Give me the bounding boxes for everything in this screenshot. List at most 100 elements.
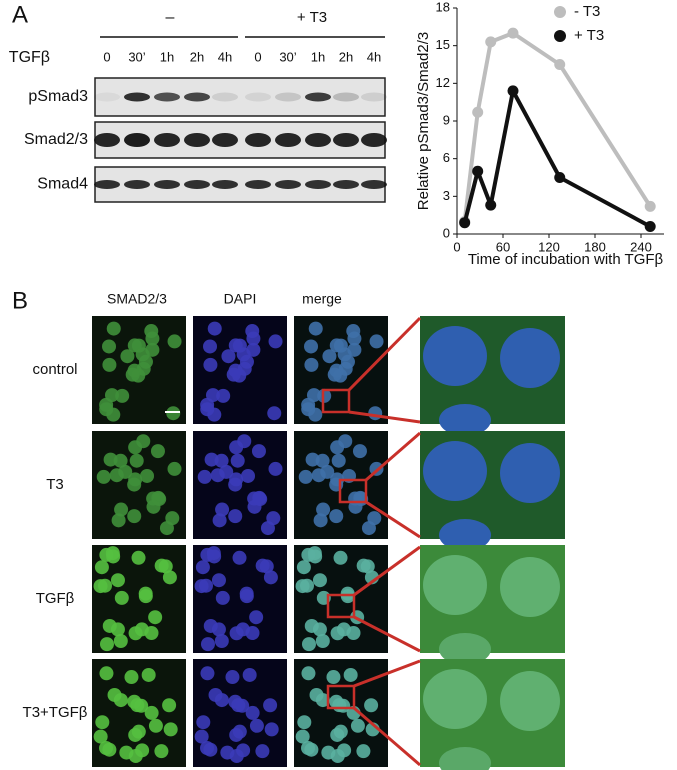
cell <box>200 637 215 652</box>
cell <box>232 550 247 565</box>
cell <box>141 667 156 682</box>
cell <box>255 744 270 759</box>
band <box>94 92 120 102</box>
cell <box>337 347 352 362</box>
cell <box>367 511 382 526</box>
band <box>245 133 271 147</box>
row-label: Smad2/3 <box>24 131 88 148</box>
cell <box>211 573 226 588</box>
zoom-line <box>353 706 421 767</box>
cell <box>200 666 215 681</box>
data-point <box>459 217 471 229</box>
nucleus <box>439 404 491 436</box>
cell <box>350 718 365 733</box>
cell <box>301 402 316 417</box>
x-tick-label: 180 <box>584 239 606 254</box>
cell <box>120 349 135 364</box>
band <box>184 180 210 189</box>
cell <box>347 331 362 346</box>
cell <box>136 434 151 449</box>
column-label: merge <box>302 291 342 307</box>
cell <box>336 698 351 713</box>
cell <box>144 705 159 720</box>
cell <box>296 560 311 575</box>
band <box>184 92 210 102</box>
cell <box>110 622 125 637</box>
cell <box>331 453 346 468</box>
x-tick-label: 60 <box>496 239 510 254</box>
data-point <box>472 106 484 118</box>
cell <box>166 406 181 421</box>
cell <box>131 724 146 739</box>
timepoint-label: 2h <box>339 49 353 64</box>
y-tick-label: 15 <box>436 37 450 52</box>
cell <box>148 718 163 733</box>
cell <box>96 469 111 484</box>
cell <box>364 698 379 713</box>
column-label: DAPI <box>224 291 257 307</box>
cell <box>333 550 348 565</box>
group-label: + T3 <box>297 9 327 26</box>
cell <box>215 590 230 605</box>
cell <box>313 513 328 528</box>
legend-marker <box>554 6 566 18</box>
cell <box>110 573 125 588</box>
cell <box>356 558 371 573</box>
nucleus <box>423 441 487 501</box>
cell <box>226 367 241 382</box>
cell <box>113 453 128 468</box>
cell <box>235 622 250 637</box>
cell <box>264 722 279 737</box>
cell <box>333 724 348 739</box>
cell <box>203 339 218 354</box>
cell <box>249 718 264 733</box>
band <box>124 180 150 189</box>
cell <box>146 499 161 514</box>
band <box>305 133 331 147</box>
band <box>245 180 271 189</box>
band <box>275 92 301 102</box>
row-label: TGFβ <box>36 590 75 607</box>
cell <box>242 667 257 682</box>
column-label: SMAD2/3 <box>107 291 167 307</box>
cell <box>197 469 212 484</box>
y-tick-label: 0 <box>443 225 450 240</box>
nucleus <box>500 328 560 388</box>
cell <box>165 511 180 526</box>
cell <box>352 444 367 459</box>
zoom-line <box>348 410 421 424</box>
band <box>333 92 359 102</box>
cell <box>127 509 142 524</box>
cell <box>308 321 323 336</box>
cell <box>221 349 236 364</box>
cell <box>267 406 282 421</box>
data-point <box>485 36 497 48</box>
timepoint-label: 30’ <box>279 49 296 64</box>
cell <box>99 637 114 652</box>
y-tick-label: 6 <box>443 150 450 165</box>
band <box>184 133 210 147</box>
nucleus <box>500 671 560 731</box>
x-tick-label: 120 <box>538 239 560 254</box>
cell <box>312 622 327 637</box>
cell <box>237 434 252 449</box>
cell <box>301 666 316 681</box>
cell <box>129 453 144 468</box>
zoom-line <box>353 659 421 688</box>
cell <box>107 687 122 702</box>
cell <box>138 589 153 604</box>
cell <box>124 670 139 685</box>
cell <box>167 461 182 476</box>
zoom-box <box>338 478 368 504</box>
cell <box>329 509 344 524</box>
timepoint-label: 1h <box>311 49 325 64</box>
cell <box>135 347 150 362</box>
band <box>154 92 180 102</box>
cell <box>237 361 252 376</box>
cell <box>114 590 129 605</box>
band <box>275 180 301 189</box>
cell <box>93 729 108 744</box>
row-label: control <box>32 361 77 378</box>
cell <box>311 468 326 483</box>
cell <box>102 339 117 354</box>
